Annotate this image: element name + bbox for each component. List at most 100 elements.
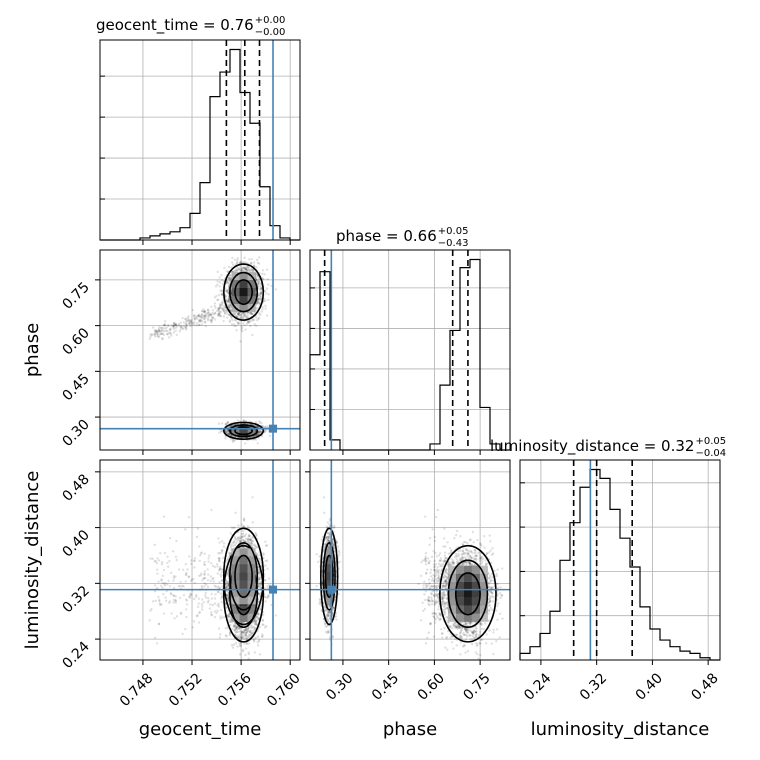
sample-point [244,268,248,271]
sample-point [255,433,259,437]
sample-point [219,430,223,433]
sample-point [258,301,261,305]
sample-point [255,533,258,536]
sample-point [250,319,253,323]
sample-point [225,593,229,597]
sample-point [255,425,259,429]
sample-point [244,328,247,331]
sample-point [161,337,165,341]
sample-point [237,312,240,315]
sample-point [219,567,222,570]
sample-point [199,320,202,323]
sample-point [245,269,248,272]
sample-point [238,537,241,540]
sample-point [257,569,260,572]
sample-point [244,266,247,270]
sample-point [184,326,187,329]
sample-point [161,332,164,335]
sample-point [258,256,261,259]
sample-point [156,335,159,338]
sample-point [187,319,191,323]
sample-point [181,316,184,320]
sample-point [228,303,232,307]
sample-point [224,584,228,587]
sample-point [172,324,175,328]
sample-point [202,317,206,320]
sample-point [235,540,239,543]
sample-point [233,535,237,539]
sample-point [193,314,196,317]
sample-point [266,586,270,590]
sample-point [222,315,226,318]
sample-point [210,305,213,309]
sample-point [154,330,158,333]
sample-point [206,308,210,312]
sample-point [167,324,170,328]
sample-point [239,629,242,633]
sample-point [203,321,207,324]
sample-point [168,331,171,334]
sample-point [242,538,245,542]
sample-point [148,337,151,341]
sample-point [211,311,214,315]
sample-point [259,292,263,296]
sample-point [239,268,243,271]
sample-point [259,289,263,292]
sample-point [258,298,262,301]
sample-point [199,319,202,323]
sample-point [229,277,232,280]
sample-point [206,317,210,321]
contour-level-2 [229,271,259,313]
sample-point [151,333,154,336]
contour-level-3 [223,421,265,441]
sample-point [174,329,177,333]
sample-point [220,422,224,425]
sample-point [242,268,246,272]
sample-point [221,300,224,304]
sample-point [248,320,251,323]
sample-point [217,312,221,316]
sample-point [174,323,178,326]
sample-point [171,325,175,328]
sample-point [179,328,182,331]
sample-point [244,315,247,318]
sample-point [237,313,241,316]
sample-point [246,314,249,317]
sample-point [249,312,253,315]
sample-point [217,308,220,311]
sample-point [222,308,225,312]
sample-point [257,297,260,301]
sample-point [257,282,260,285]
sample-point [262,425,265,429]
sample-point [259,291,262,294]
sample-point [258,312,261,315]
sample-point [172,331,176,334]
sample-point [226,299,230,303]
sample-point [242,524,246,528]
sample-point [243,324,246,327]
sample-point [153,333,156,336]
sample-point [255,552,259,556]
sample-point [219,304,222,307]
sample-point [221,595,224,598]
sample-point [219,305,222,309]
sample-point [190,323,194,327]
sample-point [236,320,239,324]
sample-point [257,571,261,574]
sample-point [184,322,188,326]
sample-point [252,264,256,267]
sample-point [217,312,220,316]
sample-point [231,440,235,444]
sample-point [226,282,230,285]
sample-point [250,312,253,315]
sample-point [228,308,232,311]
sample-point [260,430,263,433]
sample-point [230,317,233,320]
sample-point [188,318,191,322]
sample-point [256,425,260,429]
sample-point [258,429,262,432]
sample-point [217,314,220,318]
sample-point [260,287,263,291]
sample-point [216,298,220,301]
sample-point [239,261,242,264]
